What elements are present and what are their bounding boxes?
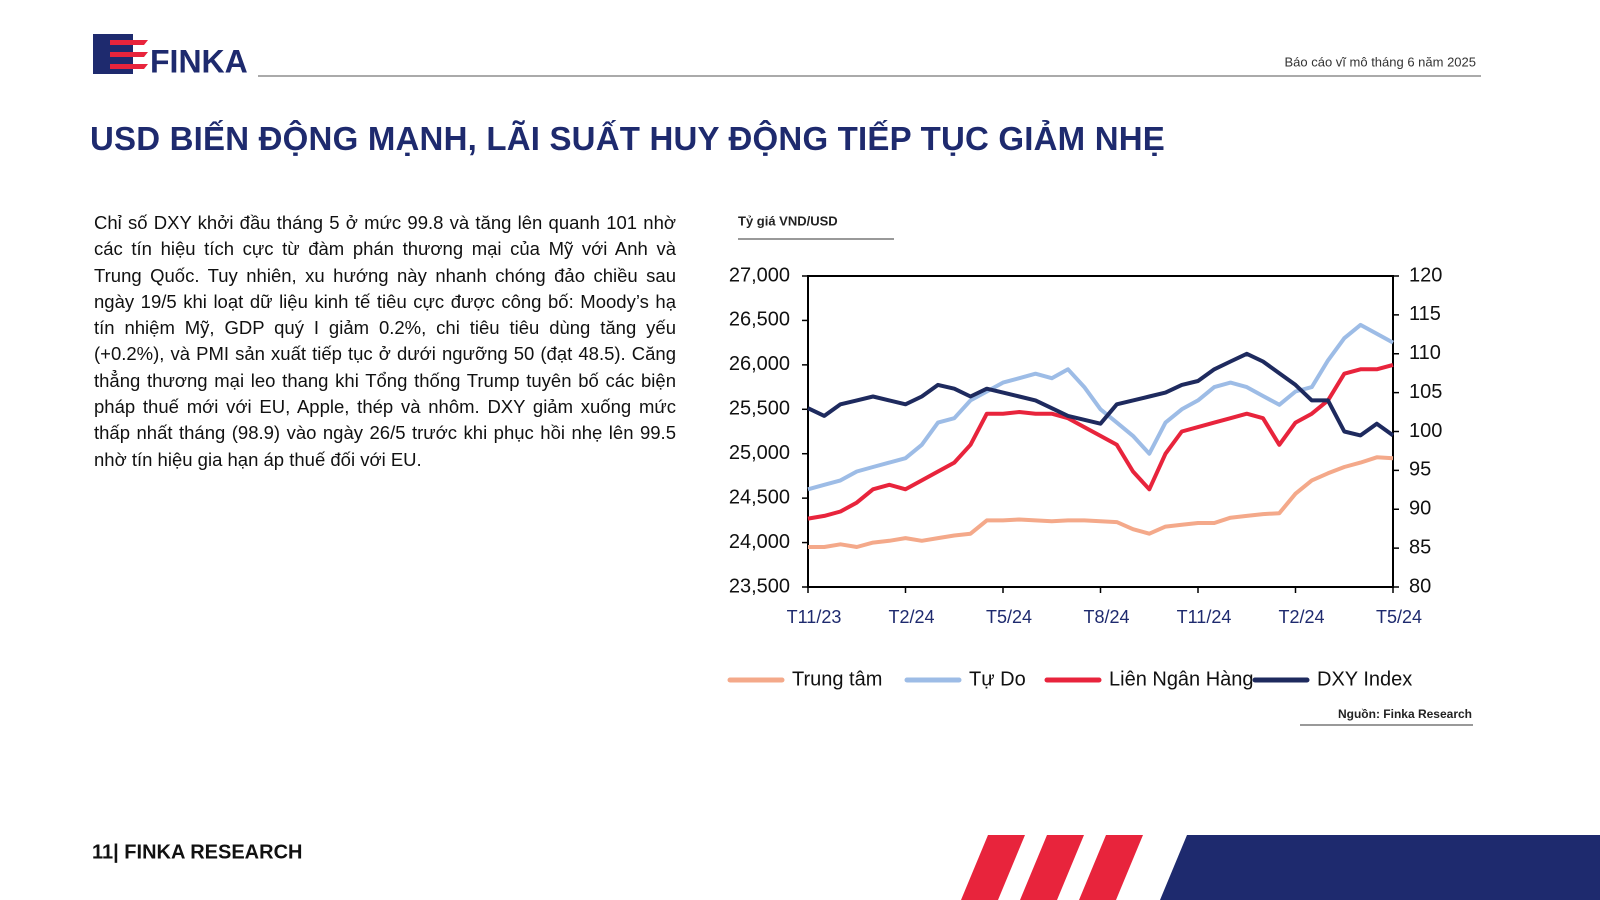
- x-tick-label: T2/24: [888, 607, 934, 627]
- y-tick-label: 26,000: [729, 353, 790, 375]
- y2-tick-label: 90: [1409, 498, 1431, 520]
- y-tick-label: 25,000: [729, 442, 790, 464]
- y2-tick-label: 100: [1409, 420, 1442, 442]
- x-tick-label: T11/24: [1177, 607, 1232, 627]
- chart-title: Tỷ giá VND/USD: [738, 213, 838, 228]
- y2-tick-label: 80: [1409, 575, 1431, 597]
- series-line: [807, 322, 1394, 492]
- series-line: [807, 351, 1395, 438]
- page-title: USD BIẾN ĐỘNG MẠNH, LÃI SUẤT HUY ĐỘNG TI…: [90, 120, 1165, 157]
- legend-label: Tự Do: [969, 668, 1026, 690]
- chart-source: Nguồn: Finka Research: [1338, 707, 1472, 721]
- y-tick-label: 27,000: [729, 264, 790, 286]
- y-tick-label: 26,500: [729, 309, 790, 331]
- logo-text: FINKA: [150, 43, 248, 79]
- y2-tick-label: 95: [1409, 459, 1431, 481]
- body-paragraph: Chỉ số DXY khởi đầu tháng 5 ở mức 99.8 v…: [94, 212, 676, 470]
- y2-tick-label: 115: [1409, 303, 1441, 325]
- y-tick-label: 24,500: [729, 486, 790, 508]
- x-tick-label: T8/24: [1083, 607, 1129, 627]
- legend-label: DXY Index: [1317, 668, 1412, 690]
- series-line: [807, 362, 1394, 521]
- logo: FINKA: [93, 34, 248, 79]
- y2-tick-label: 85: [1409, 536, 1431, 558]
- footer-page: 11| FINKA RESEARCH: [92, 841, 302, 863]
- y-tick-label: 25,500: [729, 398, 790, 420]
- y2-tick-label: 120: [1409, 264, 1442, 286]
- legend-label: Trung tâm: [792, 668, 882, 690]
- legend-label: Liên Ngân Hàng: [1109, 668, 1254, 690]
- series-line: [808, 455, 1394, 549]
- y-tick-label: 24,000: [729, 531, 790, 553]
- x-tick-label: T5/24: [986, 607, 1032, 627]
- y2-tick-label: 105: [1409, 381, 1442, 403]
- x-tick-label: T5/24: [1376, 607, 1422, 627]
- y2-tick-label: 110: [1409, 342, 1441, 364]
- x-tick-label: T11/23: [787, 607, 842, 627]
- y-tick-label: 23,500: [729, 575, 790, 597]
- x-tick-label: T2/24: [1278, 607, 1324, 627]
- report-label: Báo cáo vĩ mô tháng 6 năm 2025: [1284, 54, 1476, 69]
- footer-stripes: [961, 835, 1600, 900]
- chart: 23,500 24,000 24,500 25,000 25,500 26,000 26,5…: [727, 264, 1442, 690]
